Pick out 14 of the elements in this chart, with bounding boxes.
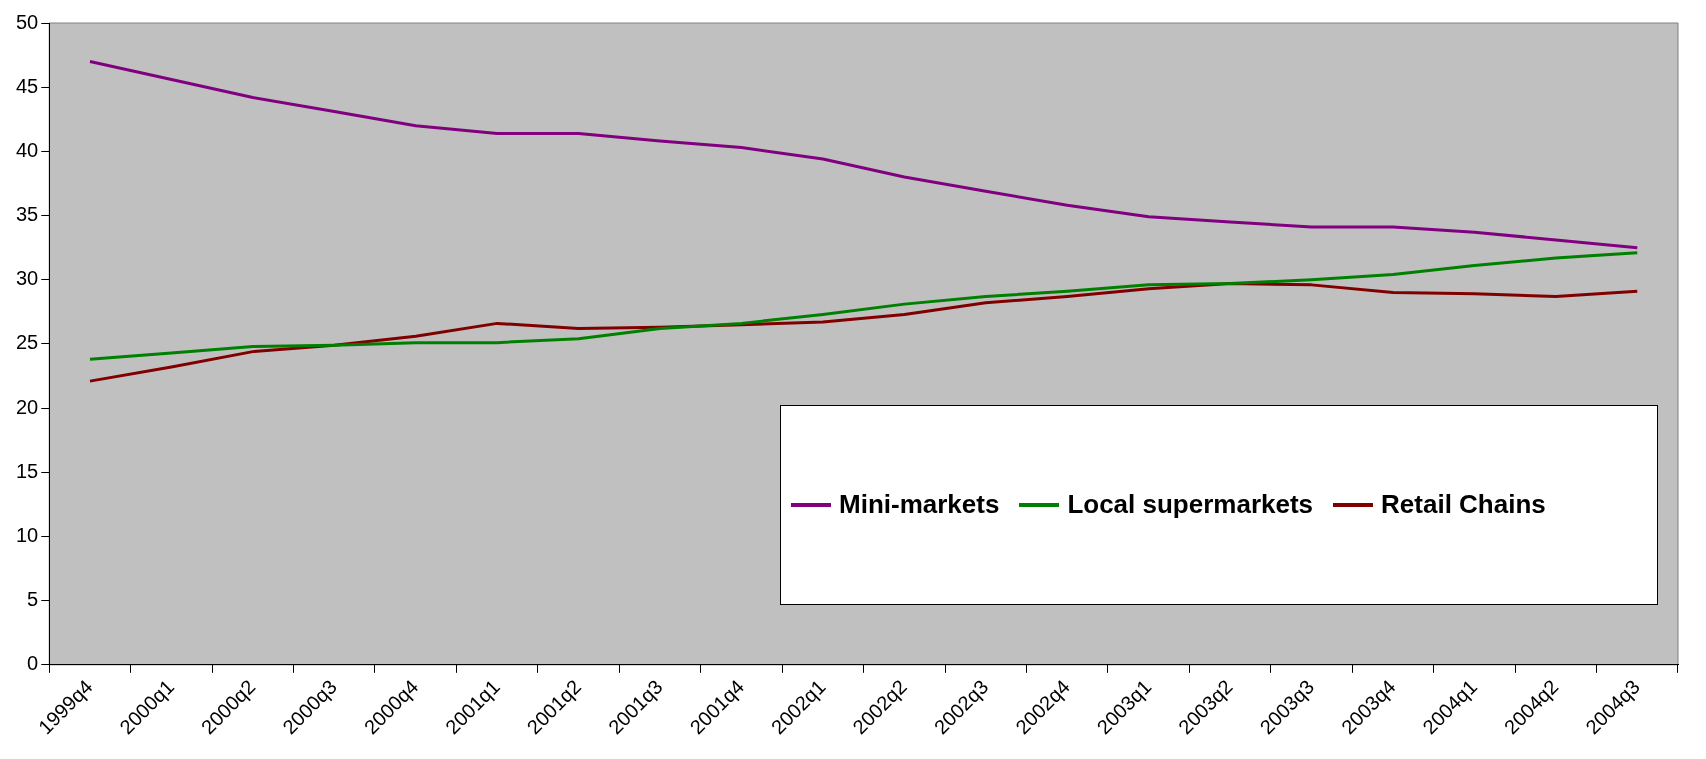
y-tick-label: 0: [27, 652, 39, 675]
y-tick-label: 40: [16, 138, 39, 161]
legend-label: Local supermarkets: [1067, 489, 1314, 521]
y-tick-label: 20: [16, 395, 39, 418]
legend-label: Mini-markets: [839, 489, 1000, 521]
y-tick-label: 45: [16, 74, 39, 97]
y-tick-label: 30: [16, 267, 39, 290]
legend-label: Retail Chains: [1381, 489, 1546, 521]
y-tick-label: 5: [27, 588, 39, 611]
y-tick-label: 25: [16, 331, 39, 354]
y-tick-label: 50: [16, 10, 39, 33]
y-tick-label: 35: [16, 203, 39, 226]
y-tick-label: 15: [16, 459, 39, 482]
y-tick-label: 10: [16, 523, 39, 546]
